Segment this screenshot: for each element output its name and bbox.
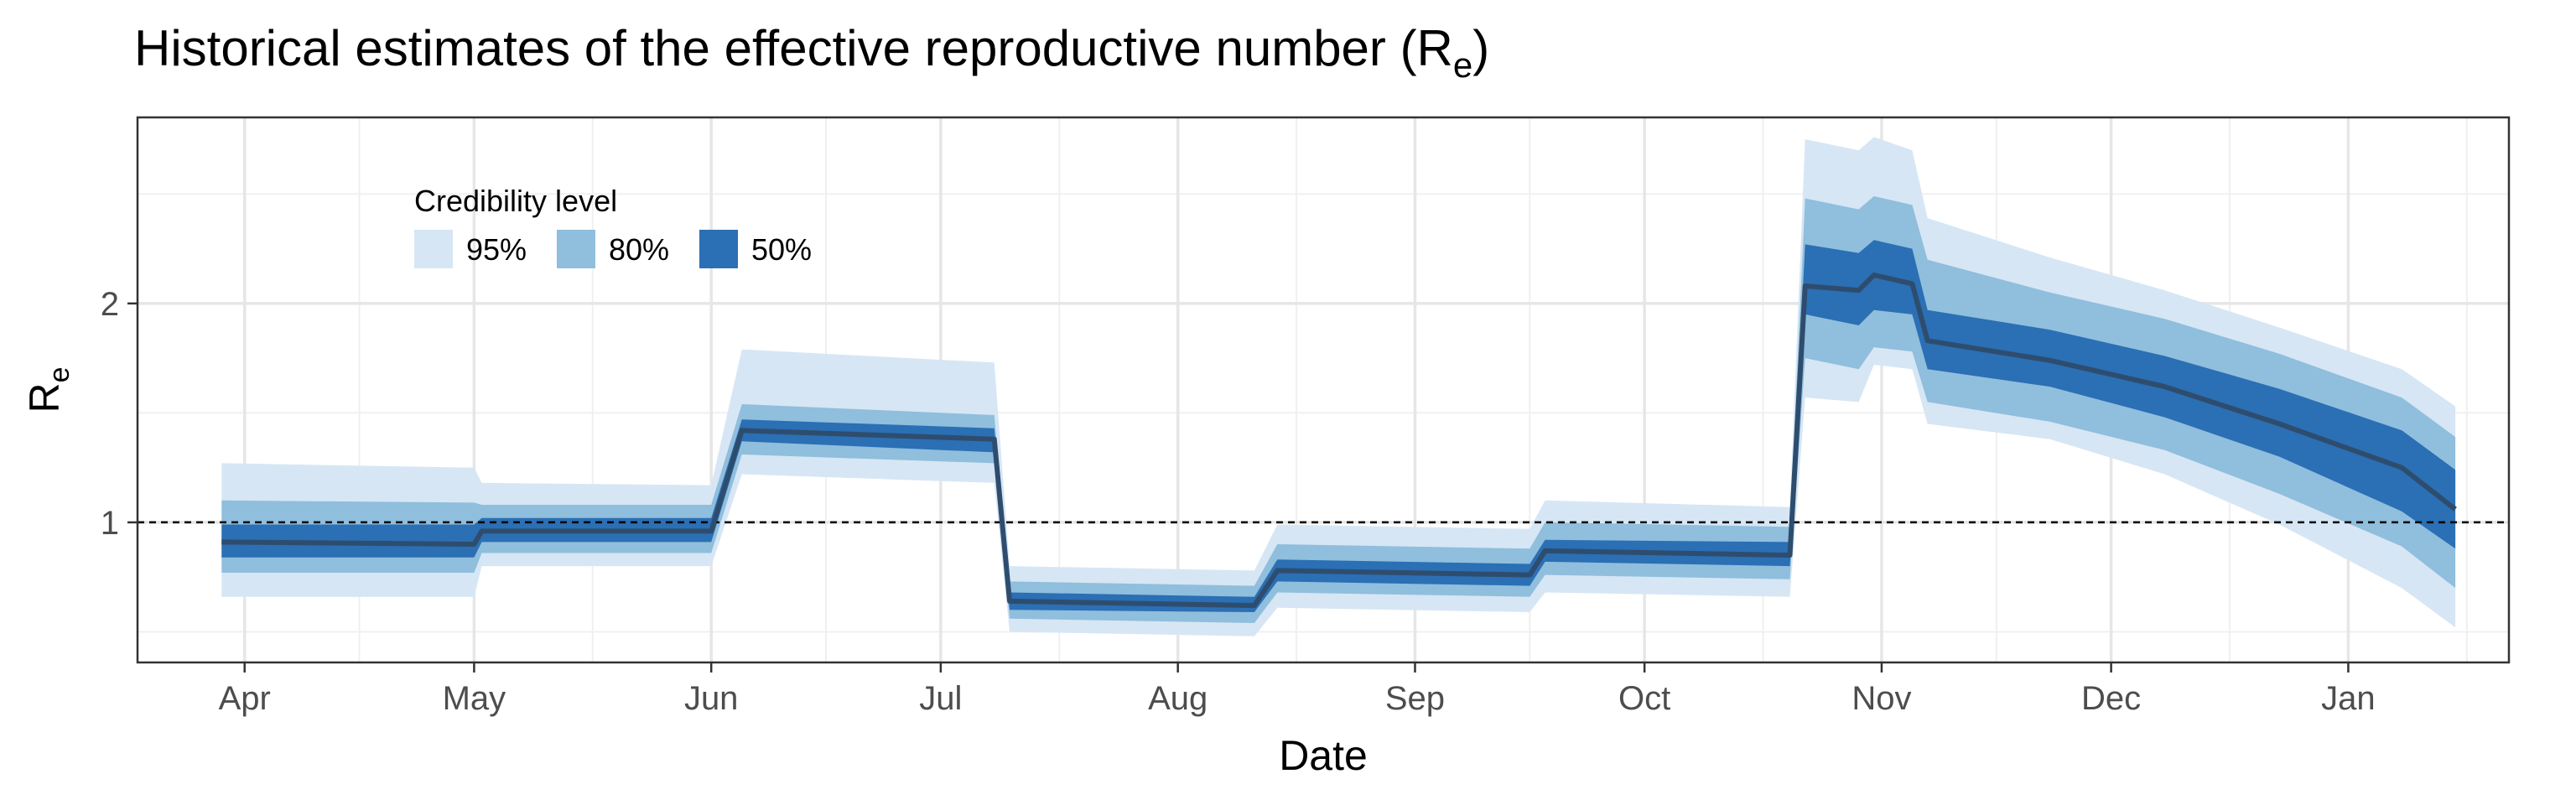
x-axis-title: Date xyxy=(1279,732,1368,779)
y-tick-label: 2 xyxy=(101,286,119,323)
x-tick-label: Dec xyxy=(2081,680,2141,717)
x-axis: Apr May Jun Jul Aug Sep Oct Nov Dec Jan xyxy=(219,662,2376,717)
x-tick-label: Jun xyxy=(684,680,739,717)
legend-label: 95% xyxy=(466,232,527,267)
credibility-bands xyxy=(221,137,2456,636)
x-tick-label: Apr xyxy=(219,680,271,717)
legend-title: Credibility level xyxy=(414,184,617,218)
plot-border xyxy=(136,116,2511,664)
legend-items: 95% 80% 50% xyxy=(414,230,812,268)
x-tick-label: Sep xyxy=(1385,680,1445,717)
x-tick-label: Aug xyxy=(1148,680,1208,717)
legend-swatch xyxy=(414,230,453,268)
x-tick-label: Nov xyxy=(1852,680,1911,717)
y-tick-label: 1 xyxy=(101,505,119,542)
legend-swatch xyxy=(557,230,595,268)
x-tick-label: Jan xyxy=(2321,680,2376,717)
y-axis-title: Re xyxy=(21,366,75,413)
y-axis: 12 xyxy=(101,286,138,542)
legend: Credibility level 95% 80% 50% xyxy=(414,184,812,268)
x-tick-label: Oct xyxy=(1618,680,1670,717)
chart-title: Historical estimates of the effective re… xyxy=(134,20,1489,85)
x-tick-label: Jul xyxy=(919,680,962,717)
x-tick-label: May xyxy=(443,680,506,717)
legend-label: 50% xyxy=(751,232,812,267)
median-line xyxy=(221,273,2457,609)
legend-swatch xyxy=(699,230,738,268)
legend-label: 80% xyxy=(609,232,669,267)
